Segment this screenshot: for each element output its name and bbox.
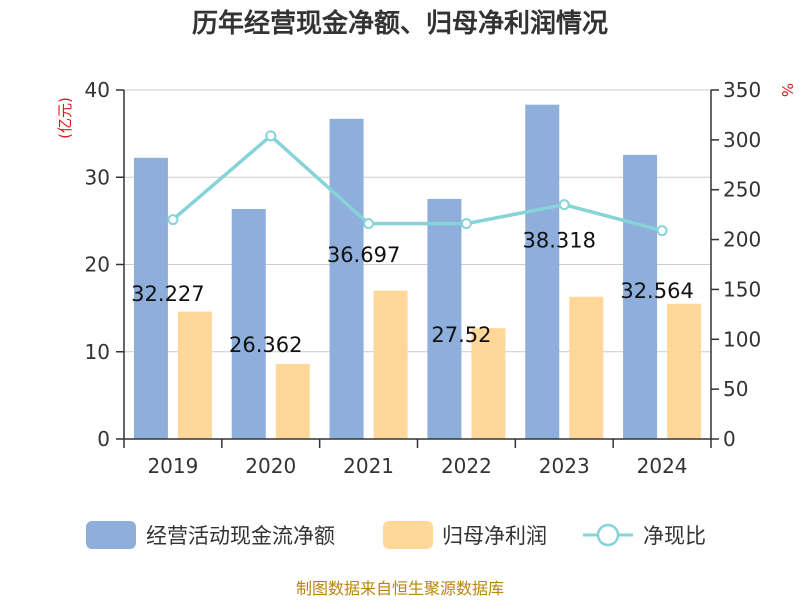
bar-cashflow [231, 208, 266, 439]
bar-cashflow [133, 157, 168, 439]
legend-label-cashflow: 经营活动现金流净额 [146, 524, 335, 548]
x-tick-label: 2020 [245, 454, 296, 478]
legend-swatch-ratio-marker [596, 523, 620, 547]
right-tick-label: 250 [723, 178, 761, 202]
x-tick-label: 2024 [637, 454, 688, 478]
bar-cashflow [329, 118, 364, 440]
bar-netprofit [373, 290, 408, 439]
legend-swatch-netprofit [383, 521, 433, 549]
data-label: 36.697 [327, 243, 400, 267]
bar-cashflow [525, 104, 560, 440]
data-label: 38.318 [523, 229, 596, 253]
bar-netprofit [569, 296, 604, 439]
x-tick-label: 2021 [343, 454, 394, 478]
ratio-point [558, 199, 570, 211]
ratio-point [656, 225, 668, 237]
left-axis-unit: (亿元) [56, 97, 74, 139]
legend-label-ratio: 净现比 [643, 524, 706, 548]
bars [133, 104, 702, 440]
data-label: 26.362 [229, 333, 302, 357]
left-tick-label: 40 [85, 78, 110, 102]
right-tick-label: 100 [723, 327, 761, 351]
right-tick-label: 0 [723, 427, 736, 451]
source-note: 制图数据来自恒生聚源数据库 [296, 579, 504, 598]
legend-label-netprofit: 归母净利润 [442, 524, 547, 548]
bar-netprofit [667, 303, 702, 439]
x-tick-label: 2023 [539, 454, 590, 478]
axes: 0 10 20 30 40 0 50 100 150 200 250 300 350 2019 2020 20… [85, 78, 762, 478]
right-tick-label: 150 [723, 277, 761, 301]
bar-netprofit [177, 311, 212, 439]
legend: 经营活动现金流净额 归母净利润 净现比 [86, 521, 706, 549]
left-tick-label: 10 [85, 340, 110, 364]
ratio-point [460, 218, 472, 230]
x-tick-label: 2022 [441, 454, 492, 478]
x-tick-label: 2019 [147, 454, 198, 478]
left-tick-label: 0 [97, 427, 110, 451]
data-label: 27.52 [431, 323, 491, 347]
data-label: 32.564 [620, 279, 693, 303]
bar-cashflow [427, 198, 462, 439]
ratio-point [167, 214, 179, 226]
ratio-line [167, 130, 668, 237]
right-axis-unit: % [778, 83, 796, 97]
data-labels: 32.227 26.362 36.697 27.52 38.318 32.564 [131, 229, 694, 357]
right-tick-label: 300 [723, 128, 761, 152]
bar-cashflow [623, 154, 658, 440]
left-tick-label: 30 [85, 165, 110, 189]
right-tick-label: 350 [723, 78, 761, 102]
data-label: 32.227 [131, 282, 204, 306]
ratio-line-path [171, 133, 663, 233]
left-tick-label: 20 [85, 253, 110, 277]
ratio-point [265, 130, 277, 142]
right-tick-label: 200 [723, 228, 761, 252]
bar-netprofit [471, 328, 506, 439]
bar-netprofit [275, 363, 310, 439]
chart-title: 历年经营现金净额、归母净利润情况 [192, 8, 608, 39]
ratio-point [363, 218, 375, 230]
legend-swatch-cashflow [86, 521, 136, 549]
right-tick-label: 50 [723, 377, 748, 401]
